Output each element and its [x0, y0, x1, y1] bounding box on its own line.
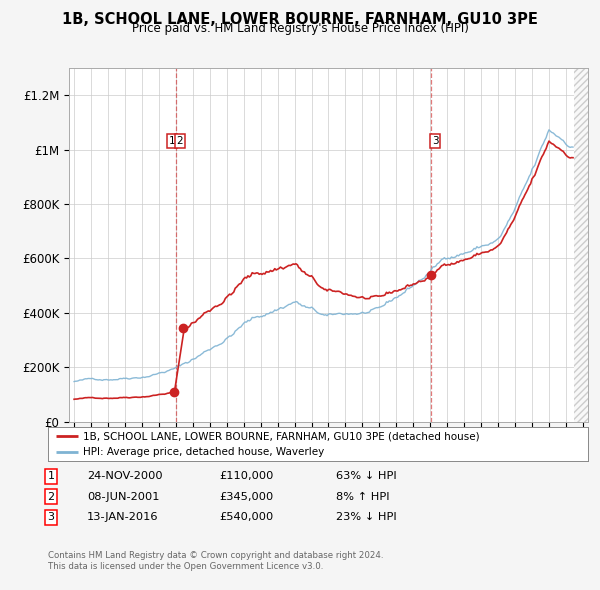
- Text: £345,000: £345,000: [219, 492, 273, 502]
- Text: 1B, SCHOOL LANE, LOWER BOURNE, FARNHAM, GU10 3PE (detached house): 1B, SCHOOL LANE, LOWER BOURNE, FARNHAM, …: [83, 431, 480, 441]
- Text: 1B, SCHOOL LANE, LOWER BOURNE, FARNHAM, GU10 3PE: 1B, SCHOOL LANE, LOWER BOURNE, FARNHAM, …: [62, 12, 538, 27]
- Text: 3: 3: [47, 513, 55, 522]
- Text: Price paid vs. HM Land Registry's House Price Index (HPI): Price paid vs. HM Land Registry's House …: [131, 22, 469, 35]
- Text: Contains HM Land Registry data © Crown copyright and database right 2024.: Contains HM Land Registry data © Crown c…: [48, 552, 383, 560]
- Text: 24-NOV-2000: 24-NOV-2000: [87, 471, 163, 481]
- Text: HPI: Average price, detached house, Waverley: HPI: Average price, detached house, Wave…: [83, 447, 325, 457]
- Text: 3: 3: [432, 136, 439, 146]
- Text: 2: 2: [47, 492, 55, 502]
- Text: 63% ↓ HPI: 63% ↓ HPI: [336, 471, 397, 481]
- Text: £110,000: £110,000: [219, 471, 274, 481]
- Text: 08-JUN-2001: 08-JUN-2001: [87, 492, 160, 502]
- Text: 23% ↓ HPI: 23% ↓ HPI: [336, 513, 397, 522]
- Text: 13-JAN-2016: 13-JAN-2016: [87, 513, 158, 522]
- Text: 1: 1: [47, 471, 55, 481]
- Text: 8% ↑ HPI: 8% ↑ HPI: [336, 492, 389, 502]
- Text: 1: 1: [169, 136, 175, 146]
- Text: This data is licensed under the Open Government Licence v3.0.: This data is licensed under the Open Gov…: [48, 562, 323, 571]
- Text: £540,000: £540,000: [219, 513, 273, 522]
- Text: 2: 2: [177, 136, 184, 146]
